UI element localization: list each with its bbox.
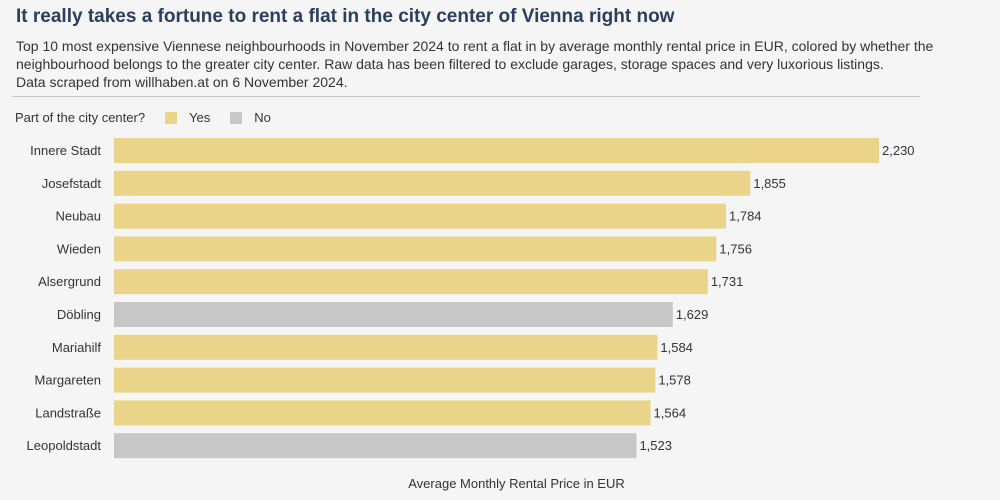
- value-label: 1,756: [719, 241, 752, 256]
- legend-label-no: No: [254, 110, 271, 125]
- header-divider: [12, 96, 920, 97]
- bar-7[interactable]: [114, 367, 656, 393]
- chart-subtitle: Top 10 most expensive Viennese neighbour…: [16, 37, 976, 91]
- x-axis-label: Average Monthly Rental Price in EUR: [408, 476, 625, 491]
- bar-9[interactable]: [114, 433, 637, 459]
- value-label: 1,855: [753, 176, 786, 191]
- subtitle-line: Top 10 most expensive Viennese neighbour…: [16, 38, 934, 54]
- bar-4[interactable]: [114, 269, 708, 295]
- bar-6[interactable]: [114, 334, 658, 360]
- bar-2[interactable]: [114, 203, 726, 229]
- category-label: Leopoldstadt: [27, 438, 102, 453]
- legend-item-yes[interactable]: Yes: [165, 110, 210, 125]
- value-label: 2,230: [882, 143, 915, 158]
- category-label: Innere Stadt: [30, 143, 101, 158]
- bar-8[interactable]: [114, 400, 651, 426]
- bar-1[interactable]: [114, 170, 751, 196]
- value-label: 1,629: [676, 307, 709, 322]
- category-label: Mariahilf: [52, 340, 102, 355]
- subtitle-line: Data scraped from willhaben.at on 6 Nove…: [16, 74, 348, 90]
- legend-swatch-yes: [165, 111, 178, 124]
- bar-5[interactable]: [114, 302, 673, 327]
- legend: Part of the city center? Yes No: [15, 110, 291, 125]
- value-label: 1,731: [711, 274, 744, 289]
- legend-label-yes: Yes: [189, 110, 211, 125]
- category-label: Wieden: [57, 241, 101, 256]
- legend-title: Part of the city center?: [15, 110, 146, 125]
- value-label: 1,578: [658, 373, 691, 388]
- category-label: Neubau: [55, 209, 101, 224]
- chart-title: It really takes a fortune to rent a flat…: [16, 6, 675, 27]
- category-label: Landstraße: [35, 405, 101, 420]
- category-label: Margareten: [35, 373, 101, 388]
- value-label: 1,784: [729, 209, 762, 224]
- category-label: Döbling: [57, 307, 101, 322]
- legend-swatch-no: [230, 111, 243, 124]
- legend-item-no[interactable]: No: [230, 110, 271, 125]
- value-label: 1,564: [654, 405, 687, 420]
- bar-0[interactable]: [114, 138, 879, 163]
- category-label: Josefstadt: [42, 176, 102, 191]
- value-label: 1,523: [639, 438, 672, 453]
- bar-3[interactable]: [114, 236, 717, 262]
- subtitle-line: neighbourhood belongs to the greater cit…: [16, 56, 884, 72]
- value-label: 1,584: [660, 340, 693, 355]
- category-label: Alsergrund: [38, 274, 101, 289]
